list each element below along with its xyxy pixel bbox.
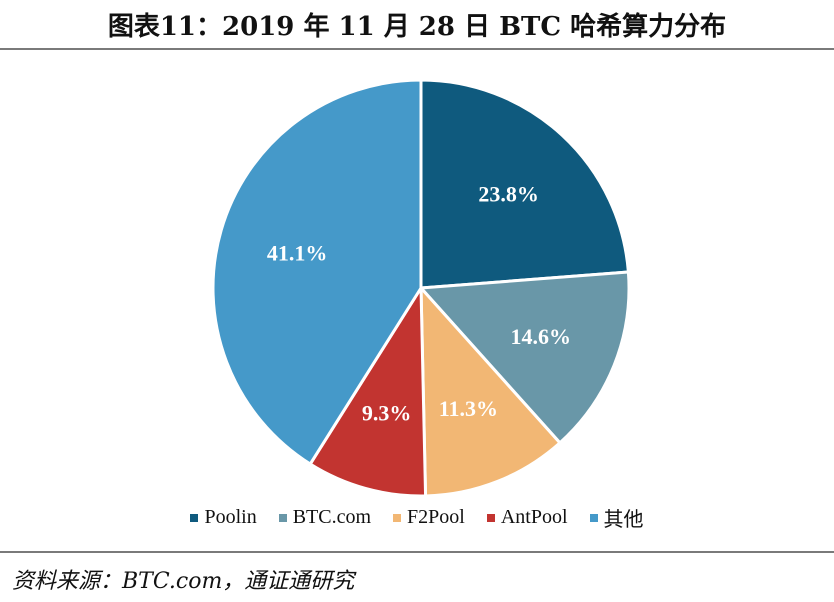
- legend-item-2: F2Pool: [393, 503, 465, 532]
- legend-item-3: AntPool: [486, 503, 568, 532]
- legend-label: Poolin: [204, 506, 257, 528]
- legend-label: F2Pool: [407, 506, 465, 528]
- pie-slice-2: [419, 283, 563, 498]
- data-label-1: 14.6%: [510, 324, 571, 349]
- legend: Poolin BTC.com F2Pool AntPool 其他: [0, 503, 834, 532]
- legend-label: 其他: [603, 509, 644, 531]
- legend-item-0: Poolin: [190, 503, 257, 532]
- legend-label: AntPool: [500, 506, 568, 528]
- legend-item-4: 其他: [589, 503, 644, 532]
- legend-item-1: BTC.com: [278, 503, 372, 532]
- legend-swatch: [393, 513, 402, 522]
- pie-slice-1: [417, 270, 631, 445]
- chart-title: 图表11：2019 年 11 月 28 日 BTC 哈希算力分布: [107, 12, 727, 42]
- source-divider: [0, 551, 834, 553]
- legend-swatch: [486, 513, 495, 522]
- data-label-3: 9.3%: [362, 400, 412, 425]
- legend-swatch: [190, 513, 199, 522]
- legend-swatch: [278, 513, 287, 522]
- pie-slice-4: [211, 78, 423, 467]
- data-label-2: 11.3%: [439, 396, 498, 421]
- title-divider: [0, 48, 834, 50]
- pie-slice-0: [419, 78, 630, 290]
- legend-swatch: [589, 513, 598, 522]
- legend-label: BTC.com: [292, 506, 372, 528]
- data-label-4: 41.1%: [267, 240, 328, 265]
- pie-slice-3: [308, 282, 428, 498]
- data-label-0: 23.8%: [478, 181, 539, 206]
- source-note: 资料来源：BTC.com，通证通研究: [12, 569, 355, 594]
